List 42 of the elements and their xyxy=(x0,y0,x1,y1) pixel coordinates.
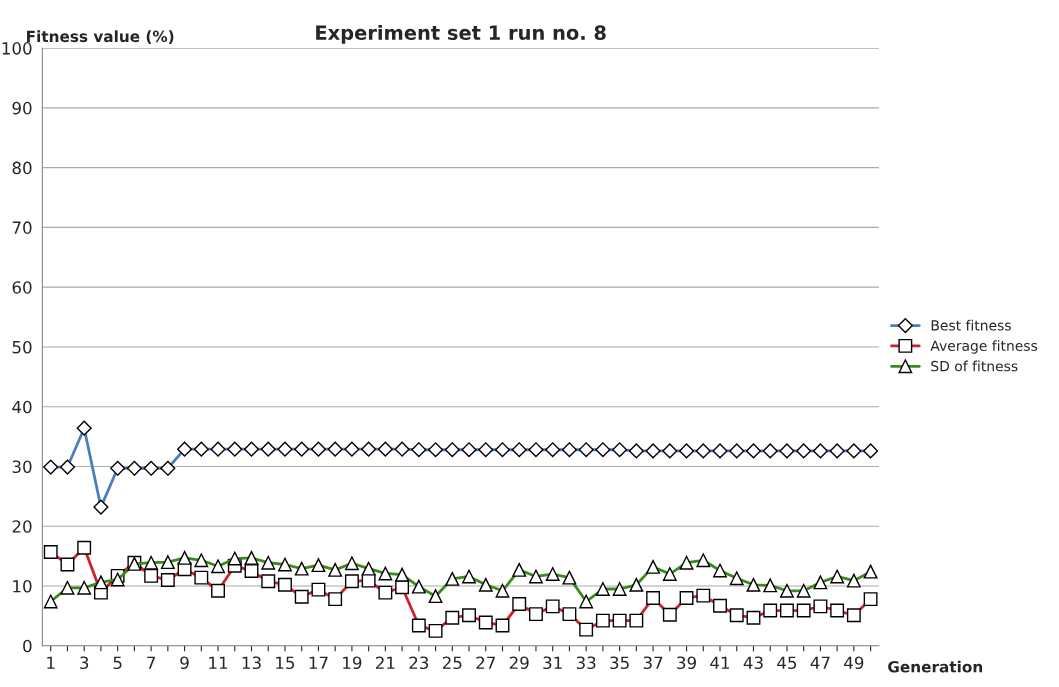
y-tick-label: 100 xyxy=(2,42,32,55)
y-tick-label: 10 xyxy=(13,579,32,593)
x-tick-label: 39 xyxy=(677,656,696,670)
x-tick-label: 23 xyxy=(409,656,429,670)
legend-label: SD of fitness xyxy=(931,360,1018,372)
x-tick-label: 35 xyxy=(610,656,629,670)
x-tick-label: 15 xyxy=(276,656,295,670)
x-tick-label: 9 xyxy=(180,656,189,670)
x-tick-label: 3 xyxy=(80,656,89,670)
x-tick-label: 29 xyxy=(509,656,529,670)
x-tick-label: 5 xyxy=(113,656,122,670)
x-tick-label: 33 xyxy=(576,656,596,670)
y-tick-label: 90 xyxy=(12,101,32,115)
x-tick-label: 11 xyxy=(209,656,228,669)
y-tick-label: 30 xyxy=(12,460,32,474)
x-tick-label: 25 xyxy=(442,656,462,670)
x-axis-title: Generation xyxy=(888,660,983,673)
y-tick-label: 20 xyxy=(12,520,32,533)
x-tick-label: 21 xyxy=(375,656,395,669)
x-tick-label: 17 xyxy=(309,656,328,669)
y-tick-label: 70 xyxy=(12,221,32,234)
x-tick-label: 7 xyxy=(147,656,155,669)
x-tick-label: 13 xyxy=(242,656,261,670)
x-tick-label: 19 xyxy=(343,656,362,670)
chart-title: Experiment set 1 run no. 8 xyxy=(316,24,606,44)
x-tick-label: 37 xyxy=(643,656,663,670)
y-tick-label: 40 xyxy=(12,400,32,414)
x-tick-label: 47 xyxy=(810,656,830,669)
x-tick-label: 43 xyxy=(743,656,763,670)
y-axis-title: Fitness value (%) xyxy=(27,30,174,44)
x-tick-label: 45 xyxy=(777,656,797,670)
y-tick-label: 50 xyxy=(12,340,32,354)
legend-label: Best fitness xyxy=(931,319,1011,331)
x-tick-label: 41 xyxy=(710,656,730,669)
y-tick-label: 0 xyxy=(23,639,32,653)
x-tick-label: 1 xyxy=(47,656,55,669)
x-tick-label: 49 xyxy=(844,656,864,670)
x-tick-label: 27 xyxy=(476,656,495,669)
x-tick-label: 31 xyxy=(543,656,562,670)
y-tick-label: 80 xyxy=(12,161,32,175)
legend-label: Average fitness xyxy=(930,340,1038,354)
y-tick-label: 60 xyxy=(12,281,32,294)
